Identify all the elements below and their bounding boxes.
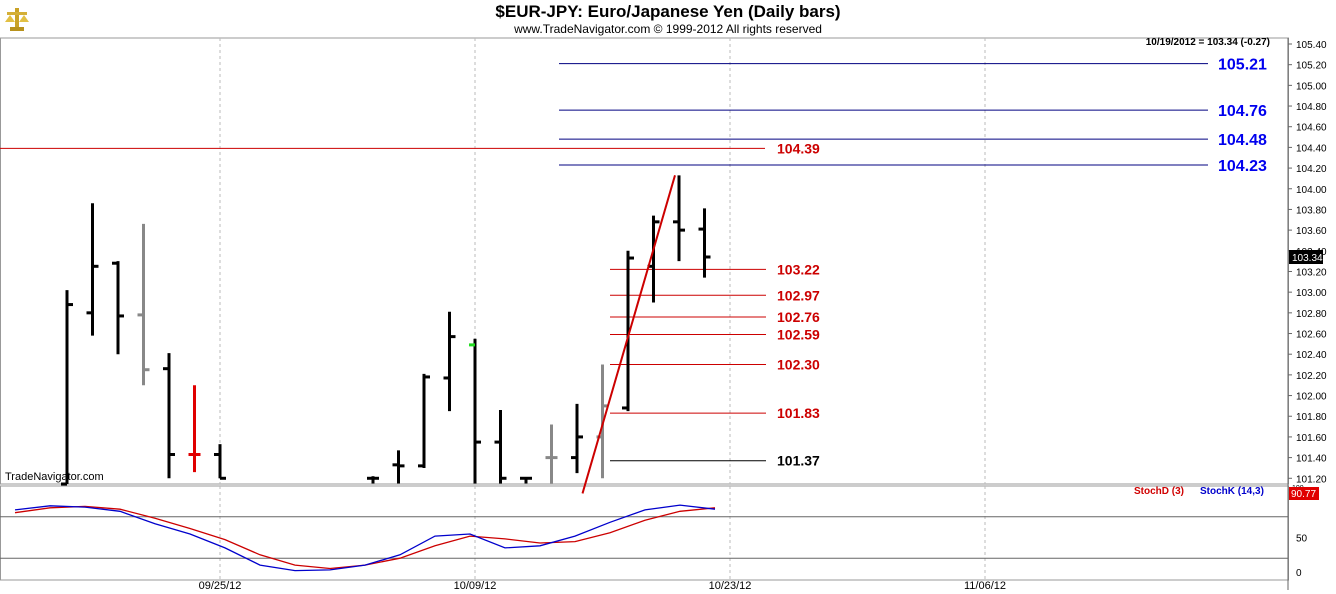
price-tick-label: 102.40: [1296, 350, 1327, 361]
price-tick-label: 102.00: [1296, 392, 1327, 403]
level-label: 105.21: [1218, 57, 1267, 74]
ohlc-bar: [494, 410, 507, 484]
price-tick-label: 103.60: [1296, 226, 1327, 237]
grid-lines: [0, 37, 1289, 590]
stoch-k-legend: StochK (14,3): [1200, 486, 1264, 497]
ohlc-bar: [61, 290, 73, 486]
stoch-d-line: [14, 505, 716, 570]
last-price-box: [1289, 250, 1323, 265]
price-tick-label: 103.00: [1296, 288, 1327, 299]
price-tick-label: 104.80: [1296, 102, 1327, 113]
ohlc-bar: [443, 311, 456, 412]
price-axis: 105.40 105.20 105.00 104.80 104.60 104.40 104.…: [1288, 40, 1327, 485]
level-label: 102.59: [777, 327, 820, 343]
price-bars: [61, 175, 711, 486]
ohlc-bar: [137, 223, 150, 386]
golden-scale-icon: [5, 8, 29, 31]
level-label: 101.37: [777, 453, 820, 469]
date-axis: 09/25/12 10/09/12 10/23/12 11/06/12: [199, 580, 1006, 592]
date-tick-label: 10/23/12: [709, 580, 752, 592]
stoch-tick-label: 50: [1296, 534, 1308, 545]
level-label: 102.97: [777, 287, 820, 303]
chart-header: $EUR-JPY: Euro/Japanese Yen (Daily bars)…: [0, 0, 1336, 40]
level-label: 103.22: [777, 261, 820, 277]
price-tick-label: 101.80: [1296, 412, 1327, 423]
ohlc-bar: [188, 385, 201, 473]
ohlc-bar: [112, 261, 124, 355]
stoch-last-value-box: [1289, 487, 1319, 500]
ohlc-bar: [418, 373, 430, 468]
stoch-tick-label: 0: [1296, 568, 1302, 579]
ohlc-bar: [469, 338, 481, 484]
level-label: 101.83: [777, 405, 820, 421]
price-tick-label: 101.60: [1296, 433, 1327, 444]
stochastic-panel: 50010090.77: [0, 485, 1319, 579]
ohlc-bar: [545, 424, 558, 484]
price-tick-label: 101.40: [1296, 454, 1327, 465]
chart-title: $EUR-JPY: Euro/Japanese Yen (Daily bars): [495, 2, 841, 21]
price-tick-label: 102.80: [1296, 309, 1327, 320]
price-tick-label: 104.60: [1296, 123, 1327, 134]
level-label: 104.39: [777, 140, 820, 156]
date-tick-label: 09/25/12: [199, 580, 242, 592]
copyright-line: www.TradeNavigator.com © 1999-2012 All r…: [514, 22, 822, 36]
level-label: 104.23: [1218, 158, 1267, 175]
price-tick-label: 105.20: [1296, 61, 1327, 72]
last-price-label: 103.34: [1292, 253, 1323, 264]
ohlc-bar: [571, 403, 583, 474]
price-tick-label: 104.40: [1296, 143, 1327, 154]
brand-watermark: TradeNavigator.com: [5, 471, 104, 483]
ohlc-bar: [520, 476, 532, 484]
stoch-last-value-label: 90.77: [1291, 489, 1316, 500]
level-label: 104.76: [1218, 103, 1267, 120]
fibonacci-levels: 104.39 105.21 104.76 104.48 104.23 103.22 102.…: [0, 57, 1267, 469]
date-tick-label: 10/09/12: [454, 580, 497, 592]
price-tick-label: 105.00: [1296, 81, 1327, 92]
stoch-plot-frame: [0, 485, 1289, 581]
price-tick-label: 103.80: [1296, 205, 1327, 216]
level-label: 102.76: [777, 309, 820, 325]
price-tick-label: 104.00: [1296, 185, 1327, 196]
level-label: 104.48: [1218, 132, 1267, 149]
ohlc-bar: [214, 444, 226, 480]
ohlc-bar: [698, 208, 711, 278]
price-tick-label: 102.20: [1296, 371, 1327, 382]
ohlc-bar: [86, 203, 99, 336]
last-price-readout: 10/19/2012 = 103.34 (-0.27): [1145, 37, 1270, 48]
ohlc-bar: [367, 476, 379, 484]
ohlc-bar: [673, 175, 685, 262]
stoch-d-legend: StochD (3): [1134, 486, 1184, 497]
date-tick-label: 11/06/12: [964, 580, 1006, 592]
ohlc-bar: [647, 215, 660, 303]
price-tick-label: 105.40: [1296, 40, 1327, 51]
ohlc-bar: [392, 450, 405, 484]
trend-line: [581, 175, 676, 494]
price-tick-label: 101.20: [1296, 474, 1327, 485]
level-label: 102.30: [777, 357, 820, 373]
price-tick-label: 102.60: [1296, 330, 1327, 341]
price-tick-label: 104.20: [1296, 164, 1327, 175]
trend-line-layer: [581, 175, 676, 494]
stoch-k-line: [14, 504, 716, 572]
price-tick-label: 103.20: [1296, 267, 1327, 278]
ohlc-bar: [622, 250, 634, 412]
ohlc-bar: [163, 353, 175, 479]
